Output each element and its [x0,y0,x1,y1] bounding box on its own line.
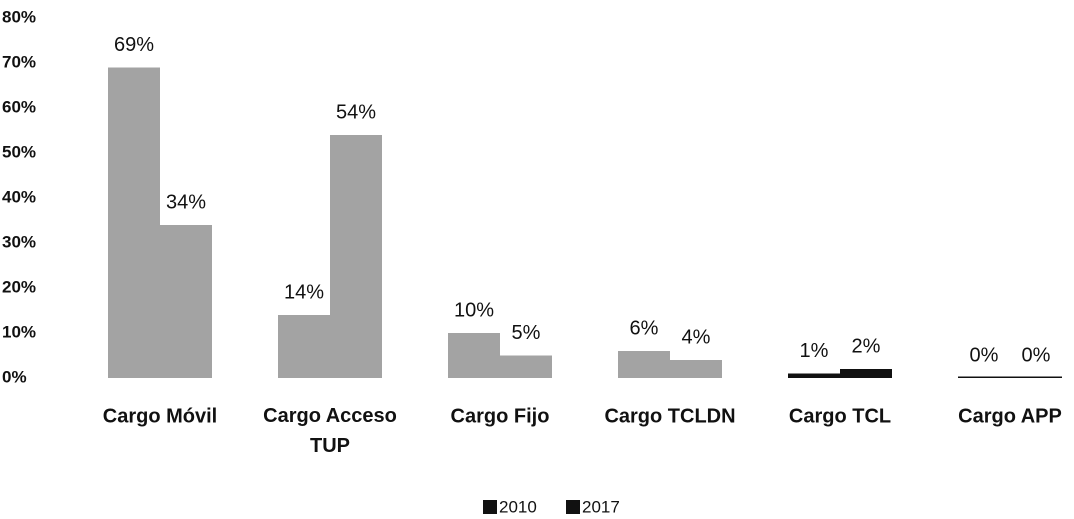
y-tick-label: 60% [2,97,36,116]
value-label: 2% [852,335,881,357]
bar [670,360,722,378]
y-tick-label: 0% [2,367,27,386]
bar [160,225,212,378]
y-tick-label: 80% [2,7,36,26]
y-tick-label: 30% [2,232,36,251]
bar [618,351,670,378]
value-label: 1% [800,340,829,362]
x-tick-label: Cargo Móvil [103,405,217,427]
value-label: 5% [512,322,541,344]
y-tick-label: 20% [2,277,36,296]
y-tick-label: 10% [2,322,36,341]
x-tick-label: Cargo Fijo [451,405,550,427]
value-label: 0% [1022,344,1051,366]
bar [500,355,552,378]
value-label: 14% [284,281,324,303]
x-tick-label: Cargo TCL [789,405,891,427]
value-label: 34% [166,191,206,213]
x-tick-label: Cargo Acceso TUP [263,405,397,457]
x-tick-label: Cargo APP [958,405,1062,427]
bar [788,373,840,378]
legend-label: 2017 [582,497,620,516]
y-tick-label: 70% [2,52,36,71]
y-tick-label: 40% [2,187,36,206]
x-tick-label: Cargo TCLDN [604,405,735,427]
legend-swatch [566,500,580,514]
value-label: 4% [682,326,711,348]
bar [108,67,160,378]
legend-label: 2010 [499,497,537,516]
bar [330,135,382,378]
bar [958,376,1010,378]
legend-swatch [483,500,497,514]
bar [1010,376,1062,378]
bar [278,315,330,378]
y-tick-label: 50% [2,142,36,161]
value-label: 6% [630,317,659,339]
bar [448,333,500,378]
value-label: 54% [336,101,376,123]
value-label: 69% [114,34,154,56]
value-label: 0% [970,344,999,366]
value-label: 10% [454,299,494,321]
bar [840,369,892,378]
